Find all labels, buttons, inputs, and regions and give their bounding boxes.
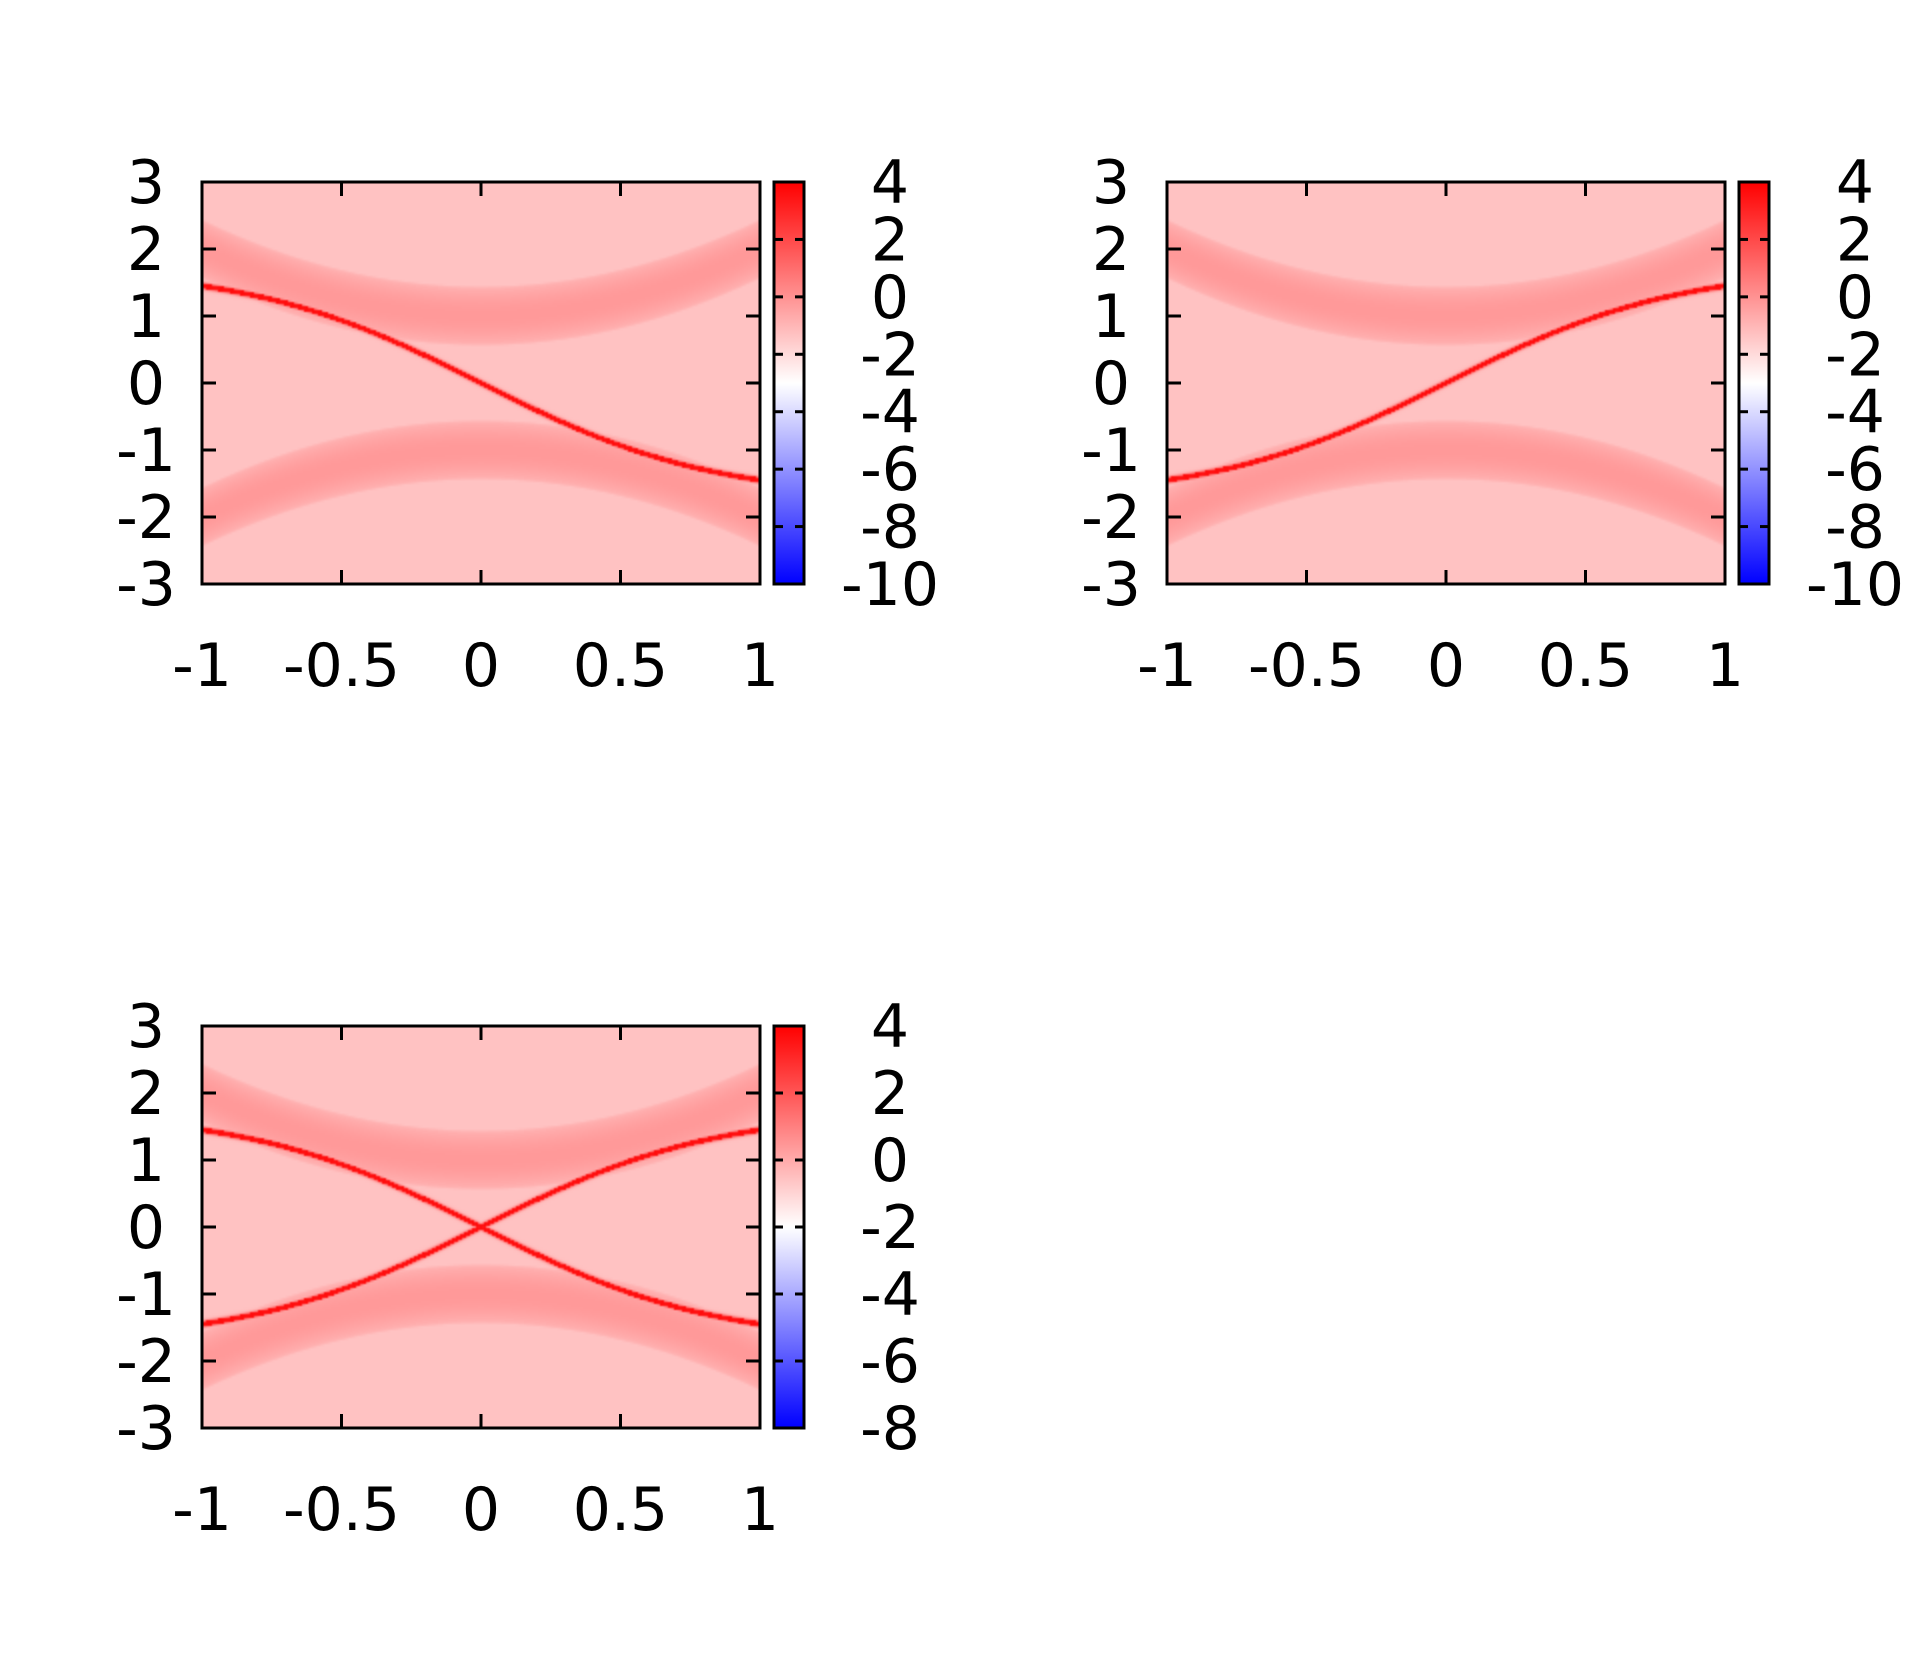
x-tick-label: -0.5 (283, 631, 400, 701)
y-tick-label: 1 (127, 282, 165, 352)
y-tick-label: 1 (127, 1126, 165, 1196)
colorbar-frame (1737, 180, 1771, 586)
colorbar-tick-label: -6 (860, 435, 920, 505)
heatmap-image (202, 182, 760, 584)
y-tick-label: 0 (127, 1193, 165, 1263)
x-tick-label: 0.5 (1538, 631, 1633, 701)
colorbar-tick-label: 4 (871, 992, 909, 1062)
colorbar (1739, 182, 1769, 584)
colorbar-tick-label: -6 (860, 1327, 920, 1397)
x-tick-label: -1 (172, 631, 232, 701)
colorbar-tick-label: 2 (871, 1059, 909, 1129)
colorbar-frame (772, 180, 806, 586)
colorbar-tick-label: -2 (860, 1193, 920, 1263)
colorbar-tick-label: -8 (860, 1394, 920, 1464)
y-tick-label: 2 (127, 1059, 165, 1129)
x-tick-label: 0 (462, 1475, 500, 1545)
colorbar-tick-label: -8 (1825, 493, 1885, 563)
y-tick-label: -3 (116, 1394, 176, 1464)
colorbar-tick-label: 2 (871, 205, 909, 275)
y-tick-label: 3 (127, 148, 165, 218)
x-tick-label: 0.5 (573, 631, 668, 701)
colorbar (774, 182, 804, 584)
y-tick-label: 0 (1092, 349, 1130, 419)
heatmap-image (202, 1026, 760, 1428)
x-tick-label: -1 (1137, 631, 1197, 701)
x-tick-label: -0.5 (1248, 631, 1365, 701)
y-tick-label: -2 (116, 483, 176, 553)
colorbar-tick-label: -4 (860, 378, 920, 448)
colorbar-tick-label: 4 (871, 148, 909, 218)
y-tick-label: -1 (116, 1260, 176, 1330)
colorbar-tick-label: -4 (1825, 378, 1885, 448)
heatmap-image (1167, 182, 1725, 584)
y-tick-label: -1 (1081, 416, 1141, 486)
x-tick-label: -0.5 (283, 1475, 400, 1545)
colorbar-tick-label: -2 (1825, 320, 1885, 390)
y-tick-label: -2 (1081, 483, 1141, 553)
x-tick-label: 0 (1427, 631, 1465, 701)
y-tick-label: 1 (1092, 282, 1130, 352)
y-tick-label: -3 (1081, 550, 1141, 620)
x-tick-label: 1 (741, 1475, 779, 1545)
y-tick-label: 0 (127, 349, 165, 419)
colorbar-tick-label: 2 (1836, 205, 1874, 275)
x-tick-label: 0.5 (573, 1475, 668, 1545)
colorbar-tick-label: -2 (860, 320, 920, 390)
colorbar-tick-label: 4 (1836, 148, 1874, 218)
colorbar-tick-label: -6 (1825, 435, 1885, 505)
y-tick-label: -3 (116, 550, 176, 620)
y-tick-label: 2 (127, 215, 165, 285)
colorbar-tick-label: 0 (871, 263, 909, 333)
y-tick-label: 3 (1092, 148, 1130, 218)
y-tick-label: 2 (1092, 215, 1130, 285)
x-tick-label: 0 (462, 631, 500, 701)
colorbar-tick-label: 0 (871, 1126, 909, 1196)
x-tick-label: 1 (1706, 631, 1744, 701)
y-tick-label: -1 (116, 416, 176, 486)
colorbar-tick-label: -4 (860, 1260, 920, 1330)
colorbar-tick-label: -8 (860, 493, 920, 563)
x-tick-label: -1 (172, 1475, 232, 1545)
colorbar-tick-label: 0 (1836, 263, 1874, 333)
colorbar-tick-label: -10 (1806, 550, 1904, 620)
colorbar-tick-label: -10 (841, 550, 939, 620)
y-tick-label: -2 (116, 1327, 176, 1397)
y-tick-label: 3 (127, 992, 165, 1062)
x-tick-label: 1 (741, 631, 779, 701)
